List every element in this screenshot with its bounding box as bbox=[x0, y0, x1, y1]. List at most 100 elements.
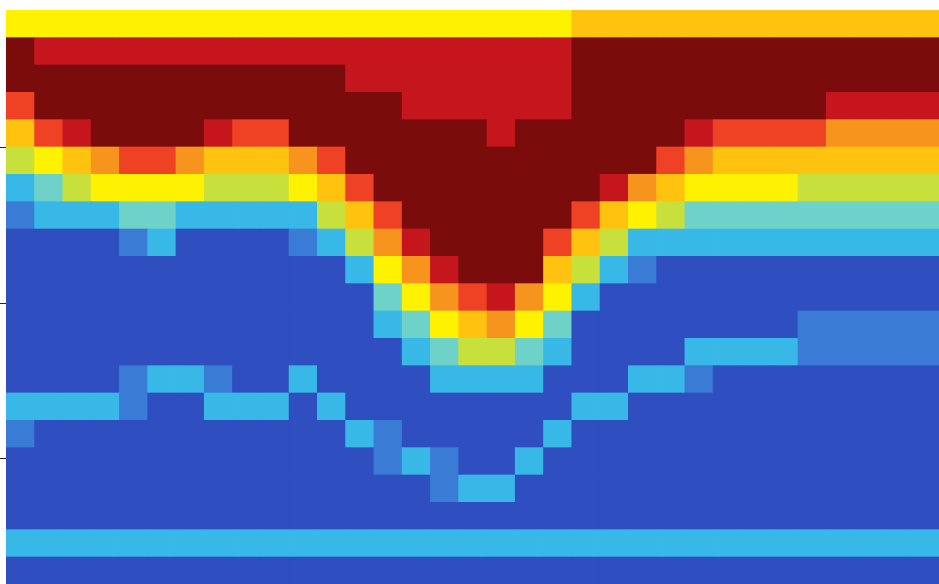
heatmap-cell bbox=[543, 556, 573, 584]
heatmap-cell bbox=[317, 256, 346, 284]
heatmap-cell bbox=[769, 338, 799, 366]
heatmap-cell bbox=[34, 529, 64, 558]
heatmap-cell bbox=[401, 338, 431, 366]
heatmap-cell bbox=[543, 502, 573, 530]
heatmap-cell bbox=[825, 338, 855, 366]
heatmap-cell bbox=[854, 92, 884, 120]
heatmap-cell bbox=[599, 283, 629, 312]
heatmap-cell bbox=[232, 529, 262, 558]
heatmap-cell bbox=[6, 420, 35, 448]
heatmap-cell bbox=[882, 92, 912, 120]
heatmap-cell bbox=[741, 310, 770, 339]
heatmap-cell bbox=[62, 556, 92, 584]
heatmap-cell bbox=[401, 146, 431, 175]
heatmap-cell bbox=[825, 92, 855, 120]
heatmap-cell bbox=[882, 228, 912, 257]
heatmap-cell bbox=[458, 10, 488, 38]
heatmap-cell bbox=[628, 201, 657, 230]
heatmap-cell bbox=[684, 502, 714, 530]
heatmap-cell bbox=[90, 256, 120, 284]
heatmap-cell bbox=[260, 474, 290, 503]
heatmap-cell bbox=[797, 146, 827, 175]
heatmap-cell bbox=[232, 92, 262, 120]
heatmap-cell bbox=[741, 474, 770, 503]
heatmap-cell bbox=[288, 474, 318, 503]
heatmap-cell bbox=[260, 420, 290, 448]
heatmap-cell bbox=[175, 310, 205, 339]
heatmap-cell bbox=[882, 119, 912, 148]
heatmap-cell bbox=[260, 64, 290, 93]
heatmap-cell bbox=[741, 420, 770, 448]
heatmap-cell bbox=[345, 64, 375, 93]
heatmap-cell bbox=[232, 338, 262, 366]
heatmap-cell bbox=[628, 502, 657, 530]
heatmap-cell bbox=[119, 338, 148, 366]
heatmap-cell bbox=[797, 474, 827, 503]
heatmap-cell bbox=[430, 228, 459, 257]
heatmap-cell bbox=[543, 474, 573, 503]
heatmap-cell bbox=[543, 338, 573, 366]
heatmap-cell bbox=[458, 365, 488, 394]
heatmap-cell bbox=[514, 10, 544, 38]
heatmap-cell bbox=[317, 420, 346, 448]
heatmap-cell bbox=[119, 474, 148, 503]
heatmap-cell bbox=[486, 502, 516, 530]
heatmap-cell bbox=[345, 502, 375, 530]
heatmap-cell bbox=[599, 502, 629, 530]
heatmap-cell bbox=[599, 64, 629, 93]
heatmap-cell bbox=[825, 365, 855, 394]
heatmap-cell bbox=[684, 338, 714, 366]
heatmap-cell bbox=[345, 92, 375, 120]
heatmap-cell bbox=[797, 556, 827, 584]
heatmap-cell bbox=[514, 64, 544, 93]
heatmap-cell bbox=[656, 447, 686, 476]
heatmap-cell bbox=[599, 228, 629, 257]
heatmap-cell bbox=[458, 420, 488, 448]
heatmap-cell bbox=[684, 37, 714, 66]
heatmap-cell bbox=[769, 92, 799, 120]
heatmap-cell bbox=[882, 392, 912, 421]
heatmap-cell bbox=[175, 64, 205, 93]
heatmap-cell bbox=[543, 64, 573, 93]
heatmap-cell bbox=[175, 228, 205, 257]
heatmap-cell bbox=[430, 64, 459, 93]
heatmap-cell bbox=[203, 474, 233, 503]
heatmap-cell bbox=[260, 10, 290, 38]
heatmap-cell bbox=[854, 338, 884, 366]
heatmap-cell bbox=[34, 146, 64, 175]
heatmap-cell bbox=[430, 420, 459, 448]
heatmap-cell bbox=[288, 447, 318, 476]
heatmap-cell bbox=[203, 529, 233, 558]
heatmap-cell bbox=[62, 37, 92, 66]
heatmap-cell bbox=[232, 365, 262, 394]
heatmap-cell bbox=[34, 256, 64, 284]
heatmap-cell bbox=[260, 37, 290, 66]
heatmap-cell bbox=[34, 64, 64, 93]
heatmap-cell bbox=[175, 365, 205, 394]
heatmap-cell bbox=[684, 146, 714, 175]
heatmap-cell bbox=[175, 256, 205, 284]
heatmap-cell bbox=[910, 10, 939, 38]
heatmap-cell bbox=[684, 474, 714, 503]
heatmap-cell bbox=[232, 392, 262, 421]
heatmap-cell bbox=[175, 447, 205, 476]
heatmap-cell bbox=[882, 447, 912, 476]
heatmap-cell bbox=[430, 201, 459, 230]
heatmap-cell bbox=[458, 283, 488, 312]
heatmap-cell bbox=[401, 64, 431, 93]
heatmap-cell bbox=[6, 146, 35, 175]
heatmap-cell bbox=[34, 10, 64, 38]
heatmap-cell bbox=[825, 474, 855, 503]
heatmap-cell bbox=[882, 174, 912, 202]
heatmap-cell bbox=[62, 365, 92, 394]
heatmap-cell bbox=[882, 10, 912, 38]
heatmap-cell bbox=[825, 146, 855, 175]
heatmap-cell bbox=[882, 338, 912, 366]
heatmap-cell bbox=[486, 37, 516, 66]
heatmap-cell bbox=[430, 556, 459, 584]
heatmap-cell bbox=[175, 338, 205, 366]
heatmap-cell bbox=[345, 529, 375, 558]
heatmap-cell bbox=[684, 392, 714, 421]
heatmap-cell bbox=[62, 310, 92, 339]
heatmap-cell bbox=[910, 174, 939, 202]
